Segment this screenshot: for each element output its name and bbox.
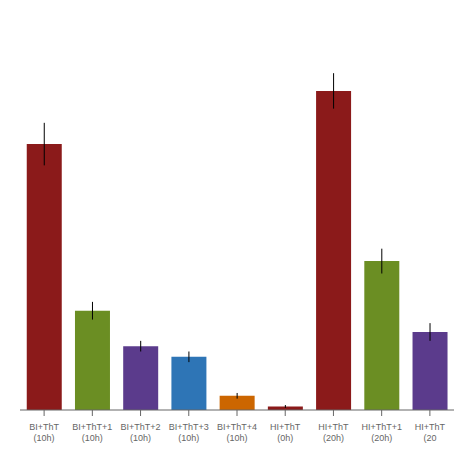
svg-text:HI+ThT(20: HI+ThT(20: [415, 422, 446, 443]
svg-text:BI+ThT+1(10h): BI+ThT+1(10h): [72, 422, 112, 443]
svg-text:BI+ThT+4(10h): BI+ThT+4(10h): [217, 422, 257, 443]
svg-text:BI+ThT(10h): BI+ThT(10h): [29, 422, 59, 443]
svg-text:BI+ThT+2(10h): BI+ThT+2(10h): [121, 422, 161, 443]
svg-text:HI+ThT+1(20h): HI+ThT+1(20h): [361, 422, 402, 443]
svg-text:BI+ThT+3(10h): BI+ThT+3(10h): [169, 422, 209, 443]
svg-text:HI+ThT(0h): HI+ThT(0h): [270, 422, 301, 443]
svg-text:HI+ThT(20h): HI+ThT(20h): [318, 422, 349, 443]
